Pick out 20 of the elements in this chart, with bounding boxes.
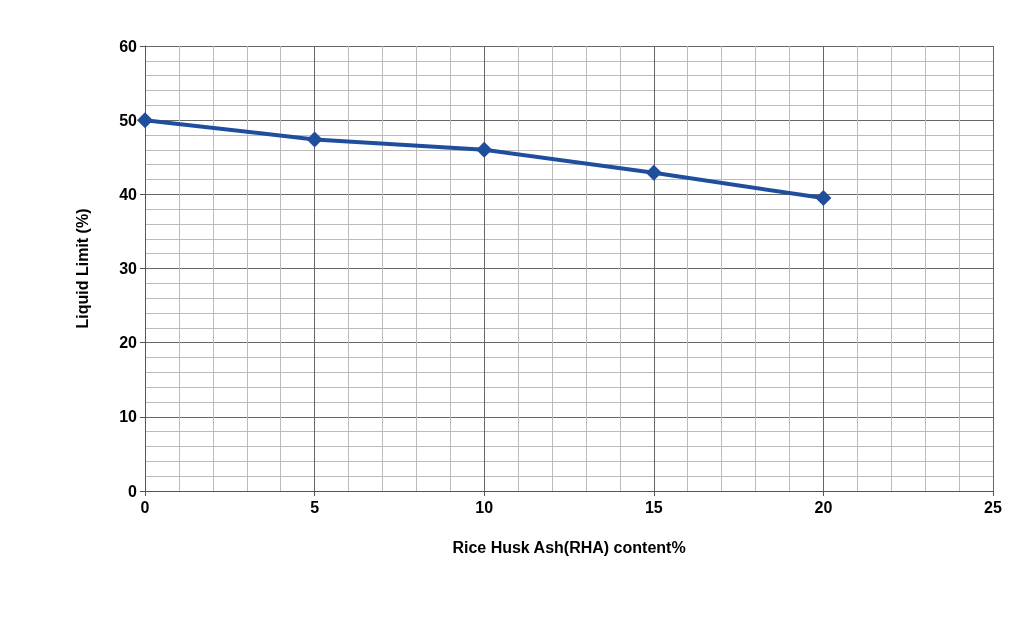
y-tick-label: 0 <box>128 482 138 500</box>
x-tick-label: 25 <box>984 498 1002 516</box>
x-axis-title: Rice Husk Ash(RHA) content% <box>452 538 686 556</box>
y-tick-label: 30 <box>119 260 138 277</box>
point <box>815 190 832 207</box>
x-tick-label: 10 <box>475 498 494 516</box>
point <box>137 112 153 129</box>
y-tick-label: 50 <box>119 111 138 129</box>
x-tick-label: 0 <box>140 498 150 516</box>
point <box>645 164 662 181</box>
y-axis-title: Liquid Limit (%) <box>73 208 91 329</box>
y-tick-label: 60 <box>119 37 138 55</box>
point <box>476 141 493 158</box>
y-tick-label: 20 <box>119 334 138 352</box>
x-tick-label: 5 <box>310 498 320 516</box>
point <box>306 131 323 148</box>
y-tick-label: 40 <box>119 185 138 203</box>
x-tick-label: 15 <box>644 498 663 516</box>
x-tick-label: 20 <box>814 498 833 516</box>
y-tick-label: 10 <box>119 408 138 426</box>
